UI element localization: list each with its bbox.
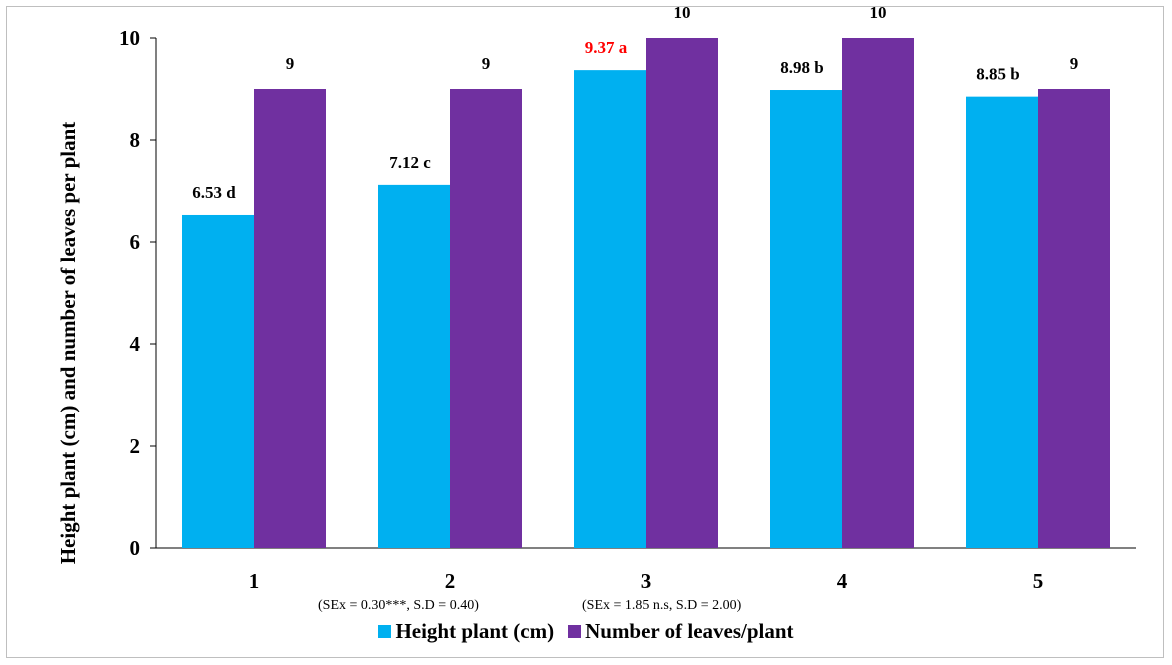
bar-height-5 [966, 96, 1038, 549]
x-tick-label: 4 [837, 569, 848, 593]
y-tick-label: 10 [119, 26, 140, 50]
data-label-height-3: 9.37 a [585, 38, 628, 57]
bar-height-4 [770, 90, 842, 549]
data-label-height-2: 7.12 c [389, 153, 431, 172]
data-label-leaves-3: 10 [674, 3, 691, 22]
bar-leaves-5 [1038, 89, 1110, 548]
bar-height-1 [182, 214, 254, 548]
legend-label-leaves: Number of leaves/plant [585, 619, 794, 643]
data-label-leaves-5: 9 [1070, 54, 1079, 73]
legend: Height plant (cm) Number of leaves/plant [0, 619, 1172, 644]
legend-item-leaves: Number of leaves/plant [568, 619, 794, 644]
y-tick-label: 8 [130, 128, 141, 152]
data-label-leaves-4: 10 [870, 3, 887, 22]
bar-leaves-1 [254, 89, 326, 548]
y-axis-title: Height plant (cm) and number of leaves p… [56, 121, 80, 565]
legend-item-height: Height plant (cm) [378, 619, 554, 644]
legend-swatch-height [378, 625, 392, 638]
legend-swatch-leaves [568, 625, 582, 638]
x-tick-label: 2 [445, 569, 456, 593]
bar-leaves-4 [842, 38, 914, 548]
bar-height-3 [574, 70, 646, 548]
data-label-leaves-1: 9 [286, 54, 295, 73]
bar-leaves-2 [450, 89, 522, 548]
data-label-height-1: 6.53 d [192, 183, 236, 202]
x-tick-label: 1 [249, 569, 260, 593]
annotation-leaves-stats: (SEx = 1.85 n.s, S.D = 2.00) [582, 598, 742, 613]
y-tick-label: 2 [130, 434, 141, 458]
y-tick-label: 4 [130, 332, 141, 356]
x-tick-label: 5 [1033, 569, 1044, 593]
data-label-height-5: 8.85 b [976, 65, 1019, 84]
data-label-leaves-2: 9 [482, 54, 491, 73]
y-tick-label: 0 [130, 536, 141, 560]
legend-label-height: Height plant (cm) [395, 619, 555, 643]
x-tick-label: 3 [641, 569, 652, 593]
y-tick-label: 6 [130, 230, 141, 254]
data-label-height-4: 8.98 b [780, 58, 823, 77]
bar-leaves-3 [646, 38, 718, 548]
bar-height-2 [378, 184, 450, 548]
annotation-height-stats: (SEx = 0.30***, S.D = 0.40) [318, 598, 479, 613]
